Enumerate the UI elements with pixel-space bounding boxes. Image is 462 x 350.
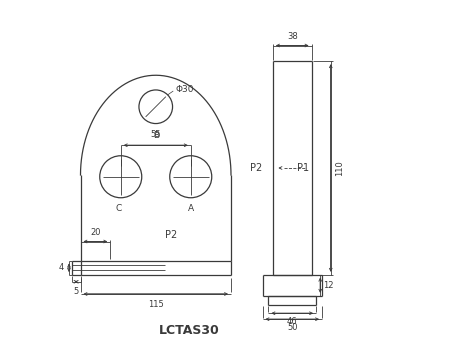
Text: LCTAS30: LCTAS30 bbox=[158, 324, 219, 337]
Text: 115: 115 bbox=[148, 300, 164, 309]
Text: P2: P2 bbox=[250, 163, 262, 173]
Text: 55: 55 bbox=[151, 130, 161, 139]
Text: 38: 38 bbox=[287, 32, 298, 41]
Text: B: B bbox=[152, 131, 159, 140]
Text: Φ30: Φ30 bbox=[175, 85, 194, 94]
Text: P2: P2 bbox=[165, 230, 177, 239]
Text: 50: 50 bbox=[287, 323, 298, 332]
Text: 5: 5 bbox=[73, 287, 79, 296]
Text: 12: 12 bbox=[323, 281, 334, 290]
Text: 4: 4 bbox=[59, 263, 64, 272]
Text: 110: 110 bbox=[335, 160, 344, 176]
Text: C: C bbox=[116, 204, 122, 213]
Text: A: A bbox=[188, 204, 194, 213]
Text: 20: 20 bbox=[90, 228, 101, 237]
Text: P1: P1 bbox=[297, 163, 309, 173]
Text: 46: 46 bbox=[287, 317, 298, 327]
